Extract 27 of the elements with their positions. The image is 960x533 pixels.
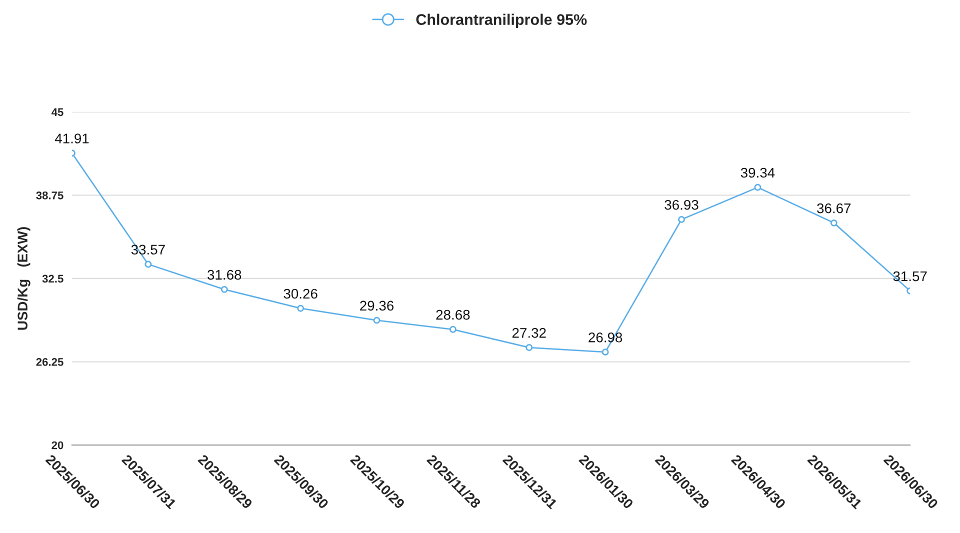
point xyxy=(449,326,456,333)
data-label: 31.68 xyxy=(208,270,242,280)
data-label: 30.26 xyxy=(284,288,318,299)
y-tick-label: 38.75 xyxy=(36,191,64,200)
data-label: 39.34 xyxy=(740,168,775,178)
point xyxy=(830,219,838,226)
y-tick-label: 20 xyxy=(52,441,64,450)
y-axis-title: USD/Kg (EXW) xyxy=(17,227,30,330)
point xyxy=(754,184,762,191)
data-label: 31.57 xyxy=(893,271,927,282)
data-label: 28.68 xyxy=(436,310,470,320)
y-tick-label: 26.25 xyxy=(36,358,64,366)
point xyxy=(220,286,228,293)
point xyxy=(526,344,533,351)
point xyxy=(602,348,609,356)
y-tick-label: 45 xyxy=(51,108,64,116)
data-label: 41.91 xyxy=(54,134,89,144)
data-label: 29.36 xyxy=(360,300,394,311)
y-tick-label: 32.5 xyxy=(42,274,64,283)
data-label: 36.93 xyxy=(664,200,698,210)
point xyxy=(144,260,152,268)
data-label: 36.67 xyxy=(817,203,851,214)
legend-label: Chlorantraniliprole 95% xyxy=(416,14,587,28)
point xyxy=(297,304,304,312)
point xyxy=(373,316,380,324)
data-label: 27.32 xyxy=(512,328,546,338)
point xyxy=(678,216,685,223)
